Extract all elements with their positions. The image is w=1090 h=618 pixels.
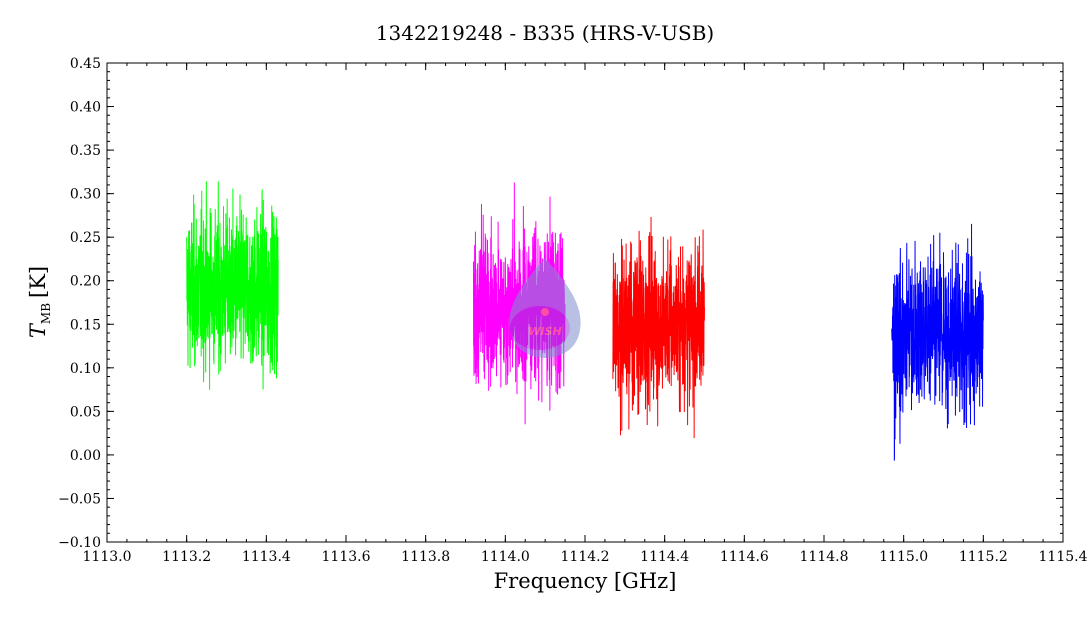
y-tick-label: 0.25 bbox=[70, 230, 101, 246]
x-tick-label: 1114.4 bbox=[640, 549, 689, 565]
svg-text:TMB[K]: TMB [K] bbox=[26, 266, 53, 338]
x-tick-label: 1113.2 bbox=[162, 549, 211, 565]
y-axis: −0.10 −0.05 0.00 0.05 0.10 0.15 0.20 0.25 0.30 0.… bbox=[58, 56, 1063, 551]
y-axis-title: TMB [K] bbox=[26, 266, 53, 338]
series-layer bbox=[186, 181, 984, 461]
y-tick-label: 0.30 bbox=[70, 187, 101, 203]
x-tick-label: 1115.2 bbox=[959, 549, 1008, 565]
chart-title: 1342219248 - B335 (HRS-V-USB) bbox=[376, 21, 714, 45]
spectrum-series-line bbox=[186, 181, 279, 390]
y-tick-label: 0.05 bbox=[70, 404, 101, 420]
y-tick-label: 0.40 bbox=[70, 100, 101, 116]
x-axis-title: Frequency [GHz] bbox=[494, 569, 677, 593]
spectrum-series-line bbox=[612, 216, 705, 439]
y-tick-label: 0.15 bbox=[70, 317, 101, 333]
y-axis-title-sub: MB bbox=[39, 303, 53, 324]
x-tick-label: 1115.0 bbox=[879, 549, 928, 565]
x-tick-label: 1114.6 bbox=[720, 549, 769, 565]
y-tick-label: −0.10 bbox=[58, 535, 101, 551]
spectrum-series-line bbox=[891, 223, 984, 461]
x-tick-label: 1113.8 bbox=[401, 549, 450, 565]
x-tick-label: 1114.0 bbox=[481, 549, 530, 565]
x-tick-label: 1113.0 bbox=[83, 549, 132, 565]
y-tick-label: 0.10 bbox=[70, 361, 101, 377]
wish-logo: WISH bbox=[509, 258, 581, 358]
y-tick-label: 0.00 bbox=[70, 448, 101, 464]
y-tick-label: 0.45 bbox=[70, 56, 101, 72]
y-tick-label: 0.20 bbox=[70, 274, 101, 290]
spectrum-series-line bbox=[472, 182, 566, 425]
x-tick-label: 1113.4 bbox=[242, 549, 291, 565]
x-tick-label: 1114.2 bbox=[561, 549, 610, 565]
y-tick-label: 0.35 bbox=[70, 143, 101, 159]
x-tick-label: 1113.6 bbox=[322, 549, 371, 565]
y-tick-label: −0.05 bbox=[58, 491, 101, 507]
x-tick-label: 1114.8 bbox=[800, 549, 849, 565]
y-axis-title-unit: [K] bbox=[26, 266, 50, 298]
x-axis: 1113.0 1113.2 1113.4 1113.6 1113.8 1114.0 1114… bbox=[83, 63, 1088, 565]
x-tick-label: 1115.4 bbox=[1039, 549, 1088, 565]
wish-logo-text: WISH bbox=[528, 325, 561, 338]
y-axis-title-main: T bbox=[26, 322, 50, 338]
